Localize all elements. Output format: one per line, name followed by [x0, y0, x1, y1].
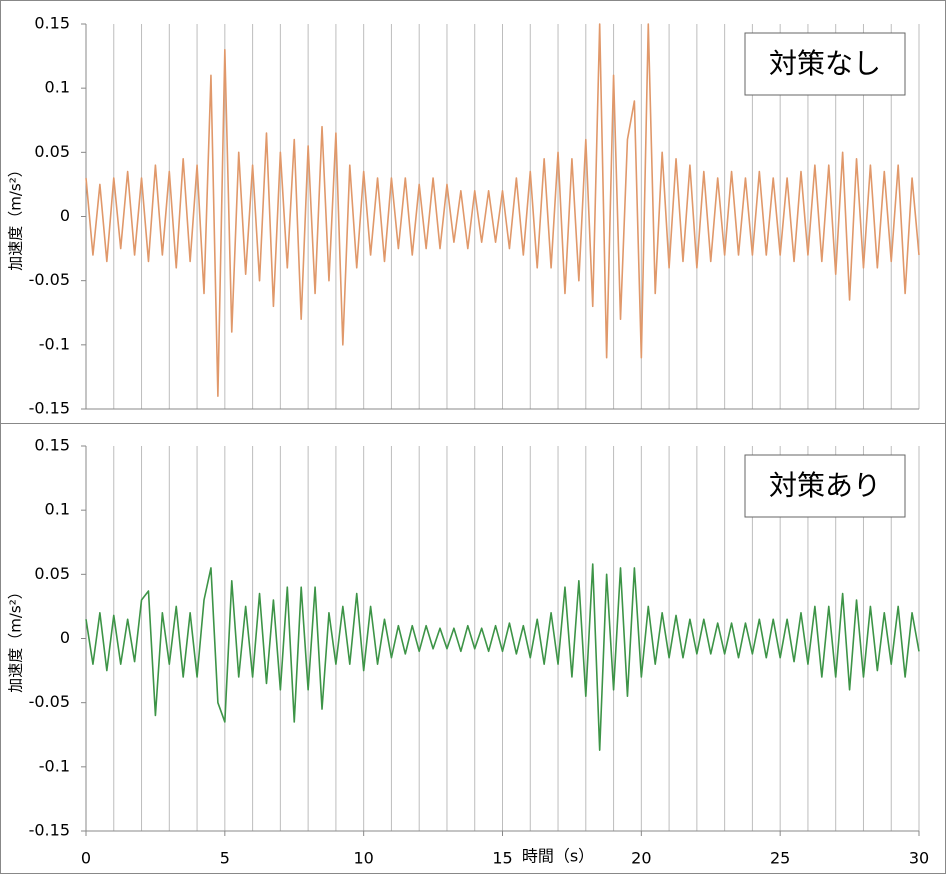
y-tick-label: -0.15	[29, 821, 70, 840]
y-tick-label: -0.05	[29, 692, 70, 711]
x-tick-label: 0	[81, 849, 91, 868]
y-axis-title: 加速度（m/s²）	[7, 162, 25, 271]
y-tick-label: 0.1	[45, 500, 70, 519]
annotation-box	[744, 454, 906, 518]
x-tick-label: 30	[909, 849, 929, 868]
annotation: 対策なし	[769, 47, 881, 80]
x-tick-label: 20	[631, 849, 651, 868]
y-tick-label: -0.15	[29, 399, 70, 418]
y-tick-label: -0.1	[39, 334, 70, 353]
data-line	[85, 23, 920, 397]
x-tick-label: 5	[220, 849, 230, 868]
y-tick-label: 0.1	[45, 78, 70, 97]
y-tick-label: 0	[60, 206, 70, 225]
x-tick-label: 15	[492, 849, 512, 868]
y-tick-label: -0.1	[39, 756, 70, 775]
x-tick-label: 10	[353, 849, 373, 868]
data-line	[85, 563, 920, 751]
y-tick-label: 0.15	[34, 14, 70, 33]
y-tick-label: 0.15	[34, 436, 70, 455]
annotation-box	[744, 32, 906, 96]
y-axis-title: 加速度（m/s²）	[7, 584, 25, 693]
y-tick-label: 0.05	[34, 142, 70, 161]
x-axis-title: 時間（s）	[522, 847, 594, 866]
y-tick-label: -0.05	[29, 270, 70, 289]
annotation: 対策あり	[769, 469, 881, 502]
x-tick-label: 25	[770, 849, 790, 868]
y-tick-label: 0.05	[34, 564, 70, 583]
y-tick-label: 0	[60, 628, 70, 647]
